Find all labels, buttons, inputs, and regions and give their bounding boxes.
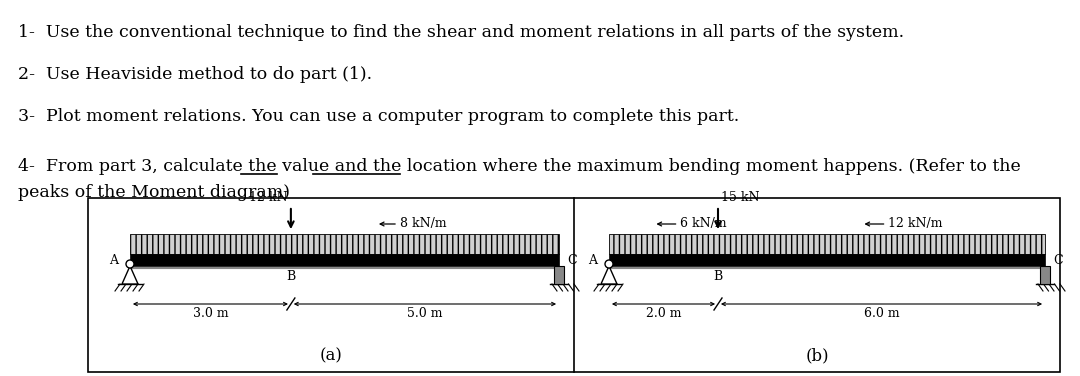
Text: 6 kN/m: 6 kN/m — [680, 217, 727, 230]
Text: (a): (a) — [320, 347, 342, 364]
Bar — [130, 234, 559, 254]
Circle shape — [126, 260, 134, 268]
Text: A: A — [588, 253, 597, 267]
Circle shape — [605, 260, 613, 268]
Text: 4-  From part 3, calculate the value and the location where the maximum bending : 4- From part 3, calculate the value and … — [18, 158, 1021, 175]
Text: C: C — [1053, 253, 1063, 267]
Polygon shape — [600, 266, 617, 284]
Bar — [1040, 266, 1050, 284]
Text: 3.0 m: 3.0 m — [192, 307, 228, 320]
Text: (b): (b) — [806, 347, 828, 364]
Text: peaks of the Moment diagram): peaks of the Moment diagram) — [18, 184, 291, 201]
Text: 12 kN: 12 kN — [249, 191, 288, 204]
Text: 3-  Plot moment relations. You can use a computer program to complete this part.: 3- Plot moment relations. You can use a … — [18, 108, 739, 125]
Text: C: C — [567, 253, 577, 267]
Text: 15 kN: 15 kN — [721, 191, 759, 204]
Text: 2.0 m: 2.0 m — [646, 307, 681, 320]
Bar — [554, 266, 564, 284]
Text: 6.0 m: 6.0 m — [864, 307, 900, 320]
Text: B: B — [714, 270, 723, 283]
Text: 12 kN/m: 12 kN/m — [889, 217, 943, 230]
Bar — [130, 254, 559, 266]
Text: 5.0 m: 5.0 m — [407, 307, 443, 320]
Text: A: A — [109, 253, 118, 267]
Text: 2-  Use Heaviside method to do part (1).: 2- Use Heaviside method to do part (1). — [18, 66, 373, 83]
Bar — [609, 254, 1045, 266]
Polygon shape — [122, 266, 138, 284]
Bar — [609, 234, 1045, 254]
Text: 8 kN/m: 8 kN/m — [400, 217, 447, 230]
Bar — [87, 198, 1059, 372]
Text: 1-  Use the conventional technique to find the shear and moment relations in all: 1- Use the conventional technique to fin… — [18, 24, 904, 41]
Text: B: B — [286, 270, 296, 283]
